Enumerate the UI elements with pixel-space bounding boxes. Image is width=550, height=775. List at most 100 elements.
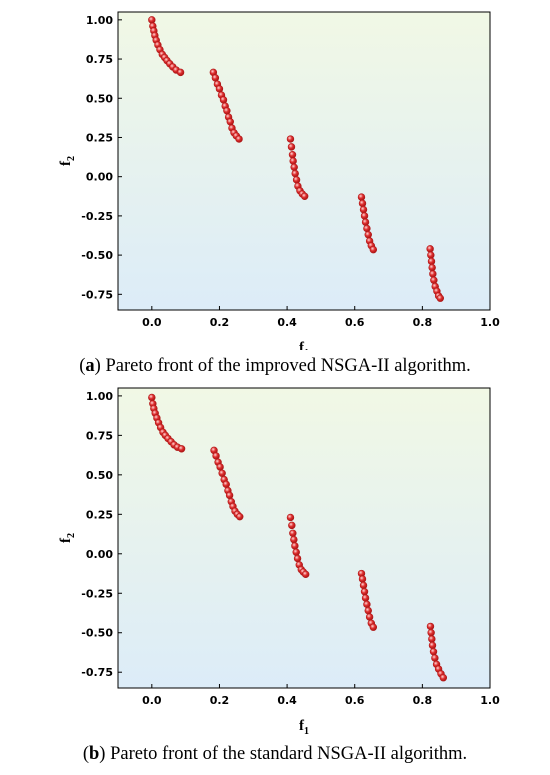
scatter-point xyxy=(223,107,231,115)
y-tick-label: 0.75 xyxy=(86,429,113,442)
scatter-point xyxy=(361,218,370,226)
scatter-point xyxy=(358,575,367,583)
chart-panel-b: 0.0 0.2 0.4 0.6 0.8 1.0 1.00 0.75 0.50 0.25 0.00 -0… xyxy=(0,386,550,775)
x-tick-label: 1.0 xyxy=(480,316,500,329)
x-tick-label: 0.8 xyxy=(413,316,433,329)
scatter-point xyxy=(290,535,298,544)
scatter-plot-a: 0.0 0.2 0.4 0.6 0.8 1.0 1.00 0.75 0.50 0.25 0.00 -0… xyxy=(58,11,500,350)
scatter-point xyxy=(286,513,295,522)
scatter-point xyxy=(301,570,310,579)
scatter-point xyxy=(364,231,372,239)
scatter-point xyxy=(236,512,244,521)
y-tick-label: -0.75 xyxy=(81,288,113,301)
scatter-point xyxy=(428,263,436,272)
x-tick-label: 0.0 xyxy=(142,694,162,707)
scatter-point xyxy=(365,613,374,621)
x-tick-label: 0.2 xyxy=(210,694,230,707)
y-tick-label: -0.50 xyxy=(81,249,113,262)
scatter-point xyxy=(225,491,234,500)
scatter-point xyxy=(360,212,369,220)
y-tick-label: 0.00 xyxy=(86,548,113,561)
scatter-point xyxy=(431,654,439,662)
y-tick-label: 0.25 xyxy=(86,131,113,144)
scatter-point xyxy=(357,193,366,201)
scatter-point xyxy=(363,600,371,609)
plot-area xyxy=(117,387,491,689)
scatter-point xyxy=(291,542,299,550)
y-tick-label: 1.00 xyxy=(86,14,113,27)
caption-b: (b) Pareto front of the standard NSGA-II… xyxy=(82,744,468,764)
scatter-point xyxy=(216,463,224,471)
x-tick-label: 0.6 xyxy=(345,316,365,329)
scatter-point xyxy=(289,157,297,165)
scatter-point xyxy=(177,445,186,453)
x-tick-label: 0.4 xyxy=(277,316,297,329)
x-axis-label: f1 xyxy=(299,718,309,737)
caption-b-text: Pareto front of the standard NSGA-II alg… xyxy=(110,744,468,764)
scatter-point xyxy=(215,85,224,93)
y-tick-label: -0.75 xyxy=(81,666,113,679)
scatter-point xyxy=(430,276,438,284)
x-tick-label: 0.2 xyxy=(210,316,230,329)
scatter-point xyxy=(428,635,436,643)
y-tick-label: -0.25 xyxy=(81,210,113,223)
y-tick-label: 0.25 xyxy=(86,508,113,521)
scatter-point xyxy=(290,163,298,171)
scatter-point xyxy=(148,393,156,402)
scatter-point xyxy=(212,452,220,460)
scatter-point xyxy=(359,581,368,590)
scatter-point xyxy=(222,480,230,489)
scatter-point xyxy=(292,548,300,556)
scatter-point xyxy=(289,529,297,537)
scatter-point xyxy=(293,554,302,563)
x-tick-label: 1.0 xyxy=(480,694,500,707)
scatter-point xyxy=(218,469,226,477)
caption-a: (a) Pareto front of the improved NSGA-II… xyxy=(79,356,471,376)
y-axis-label: f2 xyxy=(58,156,77,166)
caption-a-text: Pareto front of the improved NSGA-II alg… xyxy=(105,356,471,376)
x-tick-label: 0.6 xyxy=(345,694,365,707)
y-tick-label: -0.50 xyxy=(81,627,113,640)
y-tick-label: 1.00 xyxy=(86,390,113,403)
scatter-point xyxy=(176,68,185,77)
scatter-point xyxy=(429,270,437,278)
caption-b-letter: b xyxy=(89,744,100,764)
scatter-point xyxy=(429,647,438,656)
scatter-point xyxy=(369,623,378,631)
scatter-point xyxy=(439,674,448,682)
scatter-point xyxy=(426,245,434,253)
scatter-point xyxy=(219,96,228,104)
scatter-plot-b: 0.0 0.2 0.4 0.6 0.8 1.0 1.00 0.75 0.50 0.25 0.00 -0… xyxy=(58,387,500,737)
caption-a-letter: a xyxy=(85,356,95,376)
scatter-point xyxy=(300,192,309,200)
scatter-point xyxy=(361,594,370,602)
scatter-point xyxy=(426,622,435,631)
scatter-point xyxy=(291,169,299,178)
y-tick-label: 0.75 xyxy=(86,53,113,66)
chart-panel-a: 0.0 0.2 0.4 0.6 0.8 1.0 1.00 0.75 0.50 0.25 0.00 -0… xyxy=(0,0,550,386)
x-tick-label: 0.4 xyxy=(277,694,297,707)
y-tick-label: 0.50 xyxy=(86,92,113,105)
y-tick-label: -0.25 xyxy=(81,587,113,600)
scatter-point xyxy=(286,135,295,143)
scatter-point xyxy=(235,135,243,143)
x-tick-label: 0.8 xyxy=(413,694,433,707)
x-tick-label: 0.0 xyxy=(142,316,162,329)
y-axis-label: f2 xyxy=(58,533,77,543)
scatter-point xyxy=(287,143,296,151)
scatter-point xyxy=(360,587,369,596)
scatter-point xyxy=(363,224,371,233)
scatter-point xyxy=(359,205,368,214)
scatter-point xyxy=(358,199,367,208)
y-tick-label: 0.50 xyxy=(86,469,113,482)
scatter-point xyxy=(288,151,297,159)
scatter-point xyxy=(436,294,444,302)
scatter-point xyxy=(427,251,435,259)
scatter-point xyxy=(369,245,378,254)
scatter-point xyxy=(148,16,156,24)
scatter-point xyxy=(226,118,234,126)
scatter-point xyxy=(427,257,436,266)
scatter-point xyxy=(428,641,437,650)
y-tick-label: 0.00 xyxy=(86,171,113,184)
x-axis-label: f1 xyxy=(299,340,309,350)
